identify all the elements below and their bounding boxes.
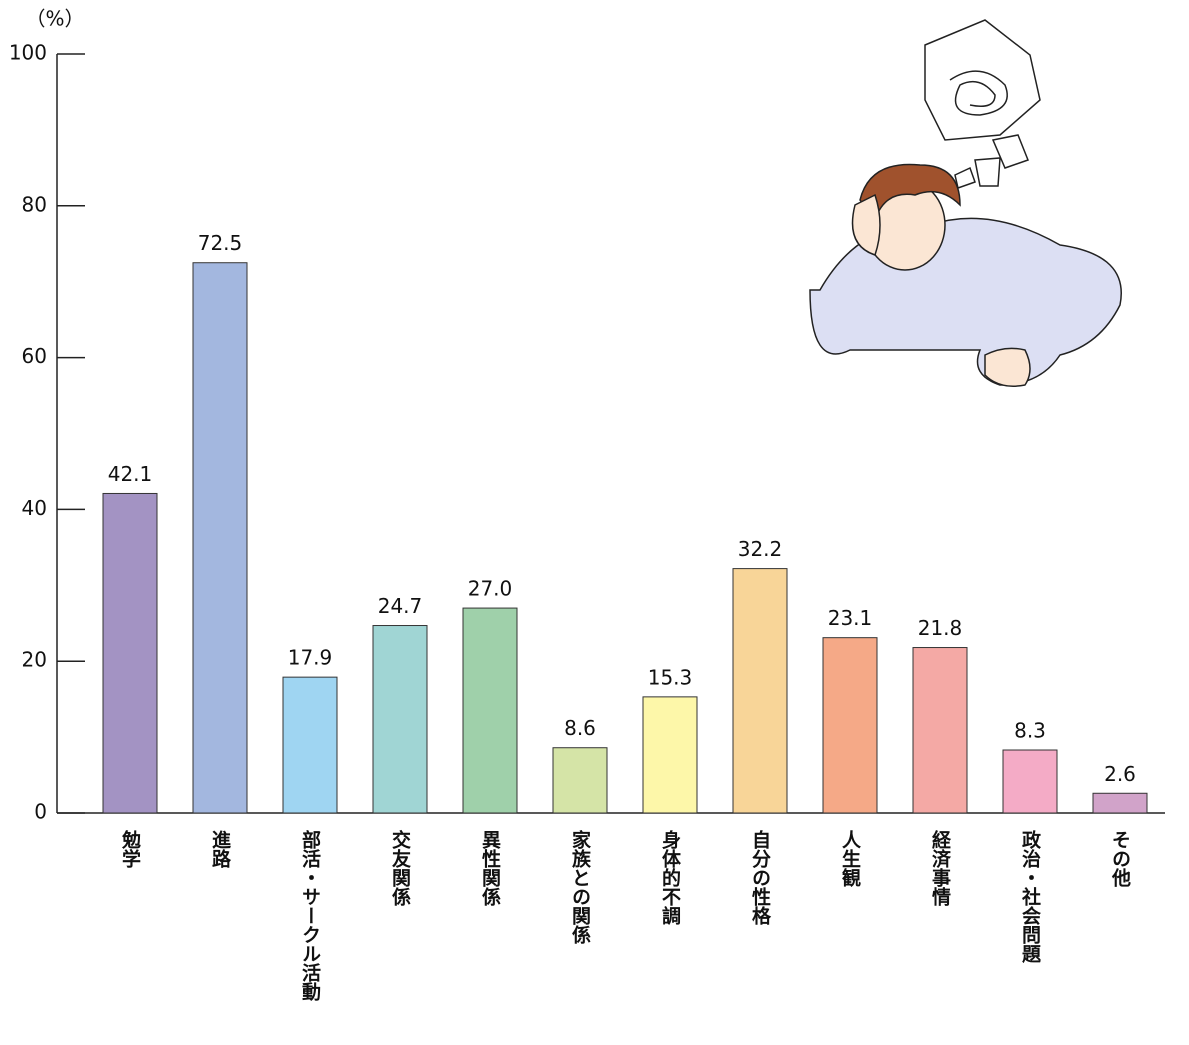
y-tick-label: 40 — [22, 496, 47, 520]
bar — [462, 607, 518, 814]
bar — [822, 637, 878, 814]
bar — [192, 262, 248, 814]
y-tick-label: 20 — [22, 648, 47, 672]
bar — [1092, 792, 1148, 814]
x-tick-label: 政治・社会問題 — [1019, 829, 1042, 964]
value-label: 42.1 — [108, 462, 153, 486]
y-axis-label: （%） — [25, 7, 84, 31]
value-label: 15.3 — [648, 665, 693, 689]
value-label: 8.6 — [564, 716, 596, 740]
bar — [372, 625, 428, 814]
x-tick-label: 進路 — [209, 830, 231, 869]
x-tick-label: その他 — [1109, 830, 1132, 887]
bar — [912, 647, 968, 814]
value-label: 2.6 — [1104, 762, 1136, 786]
value-label: 32.2 — [738, 537, 783, 561]
value-label: 23.1 — [828, 606, 873, 630]
value-label: 24.7 — [378, 594, 423, 618]
value-label: 8.3 — [1014, 719, 1046, 743]
value-label: 21.8 — [918, 616, 963, 640]
x-tick-label: 家族との関係 — [569, 829, 591, 944]
x-tick-label: 人生観 — [839, 830, 861, 888]
y-tick-label: 100 — [9, 41, 47, 65]
x-tick-label: 経済事情 — [929, 829, 951, 907]
y-tick-label: 80 — [22, 192, 47, 216]
x-tick-label: 異性関係 — [479, 830, 501, 906]
bar — [1002, 749, 1058, 814]
illustration — [809, 19, 1122, 387]
y-tick-label: 0 — [34, 800, 47, 824]
y-tick-label: 60 — [22, 344, 47, 368]
x-tick-label: 交友関係 — [389, 829, 411, 906]
x-tick-label: 部活・サークル活動 — [299, 829, 321, 1002]
bar — [282, 676, 338, 814]
bar — [102, 492, 158, 814]
value-label: 17.9 — [288, 646, 333, 670]
x-tick-label: 勉学 — [119, 829, 142, 868]
value-label: 27.0 — [468, 577, 513, 601]
bar — [642, 696, 698, 814]
bar — [732, 568, 788, 814]
bar — [552, 747, 608, 814]
x-tick-label: 身体的不調 — [659, 829, 681, 926]
value-label: 72.5 — [198, 231, 243, 255]
x-tick-label: 自分の性格 — [749, 829, 771, 926]
